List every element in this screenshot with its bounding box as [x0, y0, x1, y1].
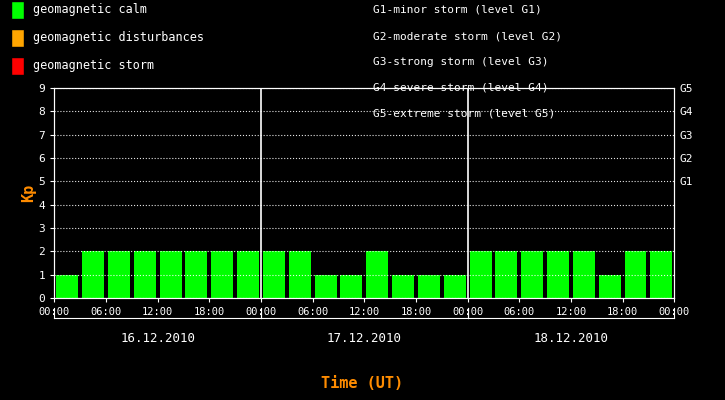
- Bar: [289, 251, 311, 298]
- Bar: [341, 275, 362, 298]
- Bar: [366, 251, 388, 298]
- Bar: [263, 251, 285, 298]
- Text: 16.12.2010: 16.12.2010: [120, 332, 195, 344]
- Bar: [521, 251, 543, 298]
- Bar: [160, 251, 181, 298]
- Bar: [57, 275, 78, 298]
- Bar: [392, 275, 414, 298]
- Text: G4-severe storm (level G4): G4-severe storm (level G4): [373, 83, 549, 93]
- Text: 17.12.2010: 17.12.2010: [327, 332, 402, 344]
- Text: G5-extreme storm (level G5): G5-extreme storm (level G5): [373, 109, 555, 119]
- Y-axis label: Kp: Kp: [21, 184, 36, 202]
- Bar: [211, 251, 233, 298]
- Bar: [82, 251, 104, 298]
- Text: geomagnetic disturbances: geomagnetic disturbances: [33, 32, 204, 44]
- Text: geomagnetic calm: geomagnetic calm: [33, 4, 146, 16]
- Bar: [650, 251, 672, 298]
- Text: G2-moderate storm (level G2): G2-moderate storm (level G2): [373, 31, 563, 41]
- Bar: [547, 251, 569, 298]
- Bar: [237, 251, 259, 298]
- Text: 18.12.2010: 18.12.2010: [534, 332, 608, 344]
- Bar: [134, 251, 156, 298]
- Bar: [186, 251, 207, 298]
- Bar: [495, 251, 518, 298]
- Text: G3-strong storm (level G3): G3-strong storm (level G3): [373, 57, 549, 67]
- Bar: [624, 251, 647, 298]
- Text: G1-minor storm (level G1): G1-minor storm (level G1): [373, 5, 542, 15]
- Bar: [470, 251, 492, 298]
- Text: Time (UT): Time (UT): [321, 376, 404, 392]
- Bar: [418, 275, 440, 298]
- Bar: [444, 275, 465, 298]
- Bar: [315, 275, 336, 298]
- Bar: [573, 251, 594, 298]
- Bar: [108, 251, 130, 298]
- Text: geomagnetic storm: geomagnetic storm: [33, 60, 154, 72]
- Bar: [599, 275, 621, 298]
